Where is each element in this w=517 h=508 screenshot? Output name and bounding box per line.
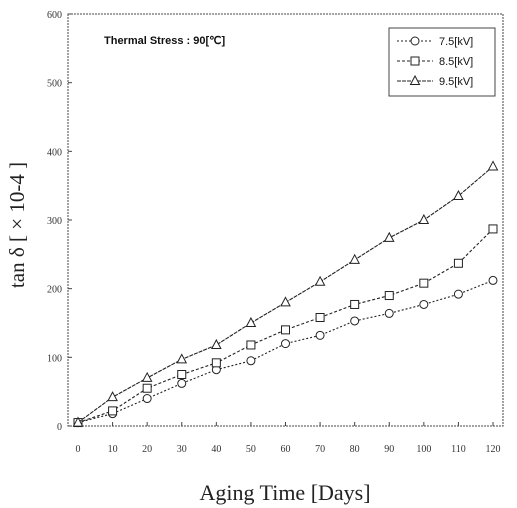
data-point — [281, 339, 290, 349]
data-point — [107, 391, 118, 402]
y-tick-label: 600 — [47, 10, 62, 21]
data-point — [453, 258, 463, 268]
data-point — [419, 278, 429, 288]
series-line — [77, 166, 494, 424]
x-tick-label: 50 — [246, 444, 256, 455]
series-square — [73, 224, 498, 428]
y-tick-label: 100 — [47, 353, 62, 364]
x-axis-title: Aging Time [Days] — [199, 480, 370, 505]
x-tick-label: 40 — [211, 444, 221, 455]
x-tick-label: 100 — [416, 444, 431, 455]
data-point — [383, 231, 395, 242]
annotation-text: Thermal Stress : 90[℃] — [104, 35, 226, 47]
data-point — [453, 189, 464, 200]
data-point — [211, 338, 222, 349]
legend-label: 8.5[kV] — [439, 56, 473, 68]
y-tick-label: 300 — [47, 216, 62, 227]
legend-item: 9.5[kV] — [397, 74, 473, 88]
data-point — [384, 308, 394, 318]
data-point — [280, 296, 291, 307]
legend-item: 7.5[kV] — [397, 36, 473, 48]
legend: 7.5[kV] 8.5[kV] 9.5[kV] — [388, 27, 496, 97]
legend-marker — [410, 56, 420, 66]
x-tick-label: 80 — [350, 444, 360, 455]
data-point — [176, 353, 188, 364]
data-point — [315, 330, 325, 340]
x-tick-label: 60 — [281, 444, 291, 455]
x-tick-label: 90 — [384, 444, 394, 455]
y-axis-title: tan δ [ × 10-4 ] — [5, 162, 29, 288]
y-tick-label: 0 — [57, 422, 62, 433]
data-point — [315, 313, 325, 323]
x-tick-label: 110 — [451, 444, 466, 455]
data-point — [177, 378, 187, 388]
legend-label: 9.5[kV] — [439, 76, 473, 88]
x-tick-label: 10 — [108, 444, 118, 455]
legend-box — [388, 27, 496, 97]
data-point — [141, 371, 153, 382]
data-point — [349, 253, 360, 264]
series-triangle — [72, 160, 499, 427]
legend-item: 8.5[kV] — [397, 56, 473, 68]
data-point — [246, 340, 256, 350]
data-point — [177, 370, 187, 379]
data-point — [453, 289, 463, 299]
x-tick-label: 30 — [177, 444, 187, 455]
data-point — [108, 406, 118, 416]
data-point — [142, 394, 152, 404]
data-point — [487, 160, 499, 171]
data-point — [245, 316, 257, 327]
legend-marker — [409, 74, 421, 85]
data-point — [488, 275, 498, 285]
x-axis-ticks: 0 10 20 30 40 50 60 70 80 90 100 110 120 — [76, 422, 501, 455]
x-tick-label: 20 — [142, 444, 152, 455]
y-tick-label: 400 — [47, 147, 62, 158]
x-tick-label: 70 — [315, 444, 325, 455]
legend-label: 7.5[kV] — [439, 36, 473, 48]
data-point — [211, 358, 221, 368]
data-point — [418, 213, 430, 224]
data-point — [246, 356, 256, 366]
y-axis-ticks: 0 100 200 300 400 500 600 — [47, 10, 72, 433]
y-tick-label: 500 — [47, 79, 62, 90]
legend-marker — [410, 36, 420, 46]
x-tick-label: 120 — [486, 444, 501, 455]
data-point — [384, 291, 394, 301]
data-point — [314, 275, 326, 286]
data-point — [281, 325, 290, 335]
series-layer — [72, 160, 499, 428]
data-point — [419, 299, 429, 309]
data-point — [350, 299, 360, 309]
data-point — [142, 383, 152, 393]
data-point — [72, 416, 84, 427]
data-point — [350, 316, 360, 326]
y-tick-label: 200 — [47, 285, 62, 296]
x-tick-label: 0 — [76, 444, 81, 455]
data-point — [488, 224, 498, 234]
